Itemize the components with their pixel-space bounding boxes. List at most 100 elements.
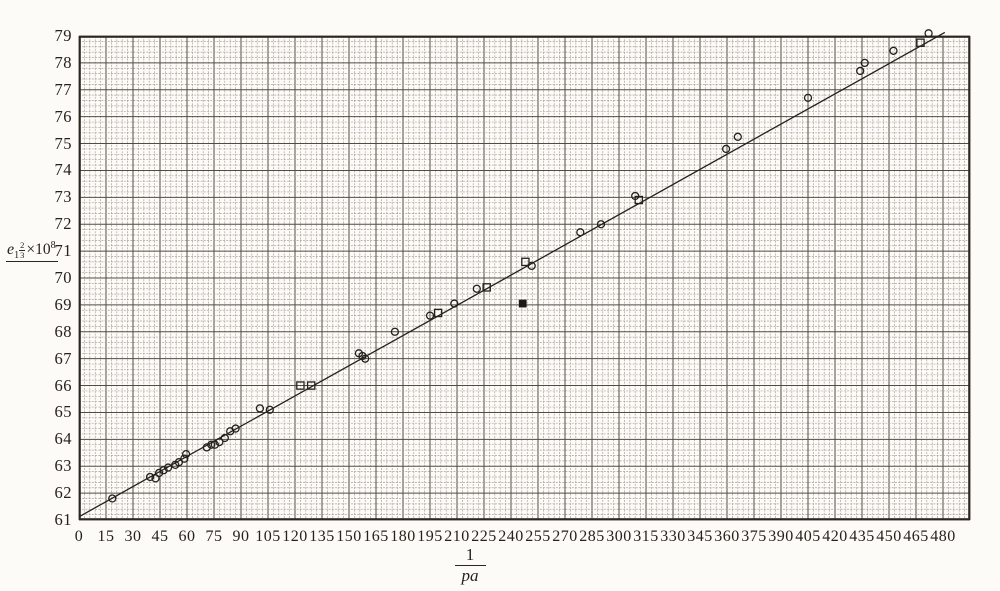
y-tick-label: 79 <box>54 26 72 45</box>
x-tick-label: 150 <box>336 528 362 545</box>
data-point <box>210 440 220 449</box>
x-tick-label: 255 <box>525 528 551 545</box>
y-tick-label: 61 <box>54 510 72 529</box>
x-tick-label: 240 <box>498 528 524 545</box>
data-point <box>181 449 191 459</box>
x-tick-label: 180 <box>390 528 416 545</box>
fitted-line <box>78 31 946 518</box>
fraction-denominator: pa <box>454 564 486 586</box>
data-point <box>255 404 265 413</box>
data-point <box>916 38 925 47</box>
x-axis-fraction: 1 pa <box>454 545 486 586</box>
data-point <box>215 437 224 447</box>
x-tick-label: 195 <box>417 528 443 545</box>
data-point <box>924 29 933 38</box>
data-point <box>207 440 216 449</box>
y-tick-label: 63 <box>54 456 72 476</box>
y-axis-label-text: e1 2 3 ×108 <box>6 240 58 263</box>
data-point <box>202 443 211 452</box>
x-tick-label: 75 <box>205 528 223 545</box>
y-tick-label: 77 <box>54 79 72 99</box>
data-point <box>472 284 481 293</box>
x-tick-label: 105 <box>255 528 281 545</box>
x-tick-label: 375 <box>741 528 767 545</box>
y-tick-label: 68 <box>54 321 72 341</box>
data-point <box>231 424 240 433</box>
x-tick-label: 90 <box>232 528 250 545</box>
x-tick-label: 210 <box>444 528 470 545</box>
y-tick-label: 73 <box>54 187 72 207</box>
x-tick-label: 480 <box>930 528 956 545</box>
x-tick-label: 420 <box>822 528 848 545</box>
x-tick-label: 405 <box>795 528 821 545</box>
x-tick-label: 300 <box>606 528 632 545</box>
data-point <box>108 494 117 503</box>
x-tick-label: 465 <box>903 528 929 545</box>
data-point <box>306 381 316 390</box>
x-tick-label: 165 <box>363 528 389 545</box>
x-tick-label: 225 <box>471 528 497 545</box>
y-tick-label: 62 <box>54 483 72 503</box>
y-tick-label: 65 <box>54 402 72 422</box>
data-point <box>180 454 189 463</box>
data-point <box>856 66 865 76</box>
data-point <box>425 311 435 320</box>
data-point <box>576 228 585 237</box>
times-ten: ×10 <box>26 241 51 259</box>
x-axis-label: 1 pa <box>434 545 506 586</box>
y-tick-label: 71 <box>54 241 72 261</box>
x-tick-label: 435 <box>849 528 875 545</box>
x-tick-label: 120 <box>282 528 308 545</box>
data-point <box>733 132 742 141</box>
data-point <box>265 405 274 414</box>
y-tick-label: 74 <box>54 160 72 180</box>
data-point <box>634 195 644 205</box>
plot-area <box>78 29 971 521</box>
y-axis-variable: e <box>7 241 15 259</box>
data-point <box>296 381 305 390</box>
x-tick-label: 330 <box>660 528 686 545</box>
x-tick-label: 15 <box>97 528 115 545</box>
x-tick-label: 345 <box>687 528 713 545</box>
data-point <box>390 327 400 336</box>
data-point <box>159 466 168 475</box>
data-point <box>163 463 173 472</box>
data-point <box>482 283 491 292</box>
data-point <box>721 144 731 154</box>
x-tick-label: 135 <box>309 528 335 545</box>
y-tick-label: 78 <box>54 52 72 72</box>
data-point <box>527 261 536 271</box>
y-tick-label: 66 <box>54 375 72 395</box>
data-point <box>889 46 898 55</box>
data-point <box>518 299 527 308</box>
x-tick-label: 0 <box>74 528 84 545</box>
y-axis-label: e1 2 3 ×108 <box>6 240 76 263</box>
data-point <box>803 93 813 102</box>
plot-canvas <box>78 29 971 521</box>
data-point <box>361 354 370 363</box>
x-tick-label: 60 <box>178 528 196 545</box>
power-exponent: 8 <box>50 240 56 251</box>
x-tick-label: 45 <box>151 528 169 545</box>
x-tick-label: 315 <box>633 528 659 545</box>
x-tick-label: 360 <box>714 528 740 545</box>
data-point <box>433 308 443 318</box>
y-tick-label: 64 <box>54 429 72 449</box>
y-tick-label: 76 <box>54 106 72 126</box>
data-point <box>145 472 155 482</box>
x-tick-label: 390 <box>768 528 794 545</box>
data-point <box>596 220 606 229</box>
data-point <box>450 299 459 308</box>
y-axis-subscript: 1 <box>14 250 20 262</box>
data-point <box>521 257 530 267</box>
y-tick-label: 75 <box>54 133 72 153</box>
y-tick-label: 69 <box>54 294 72 314</box>
x-tick-label: 30 <box>124 528 142 545</box>
x-tick-label: 285 <box>579 528 605 545</box>
y-tick-label: 70 <box>54 268 72 287</box>
data-point <box>860 58 869 68</box>
x-tick-label: 270 <box>552 528 578 545</box>
data-point <box>358 351 367 361</box>
